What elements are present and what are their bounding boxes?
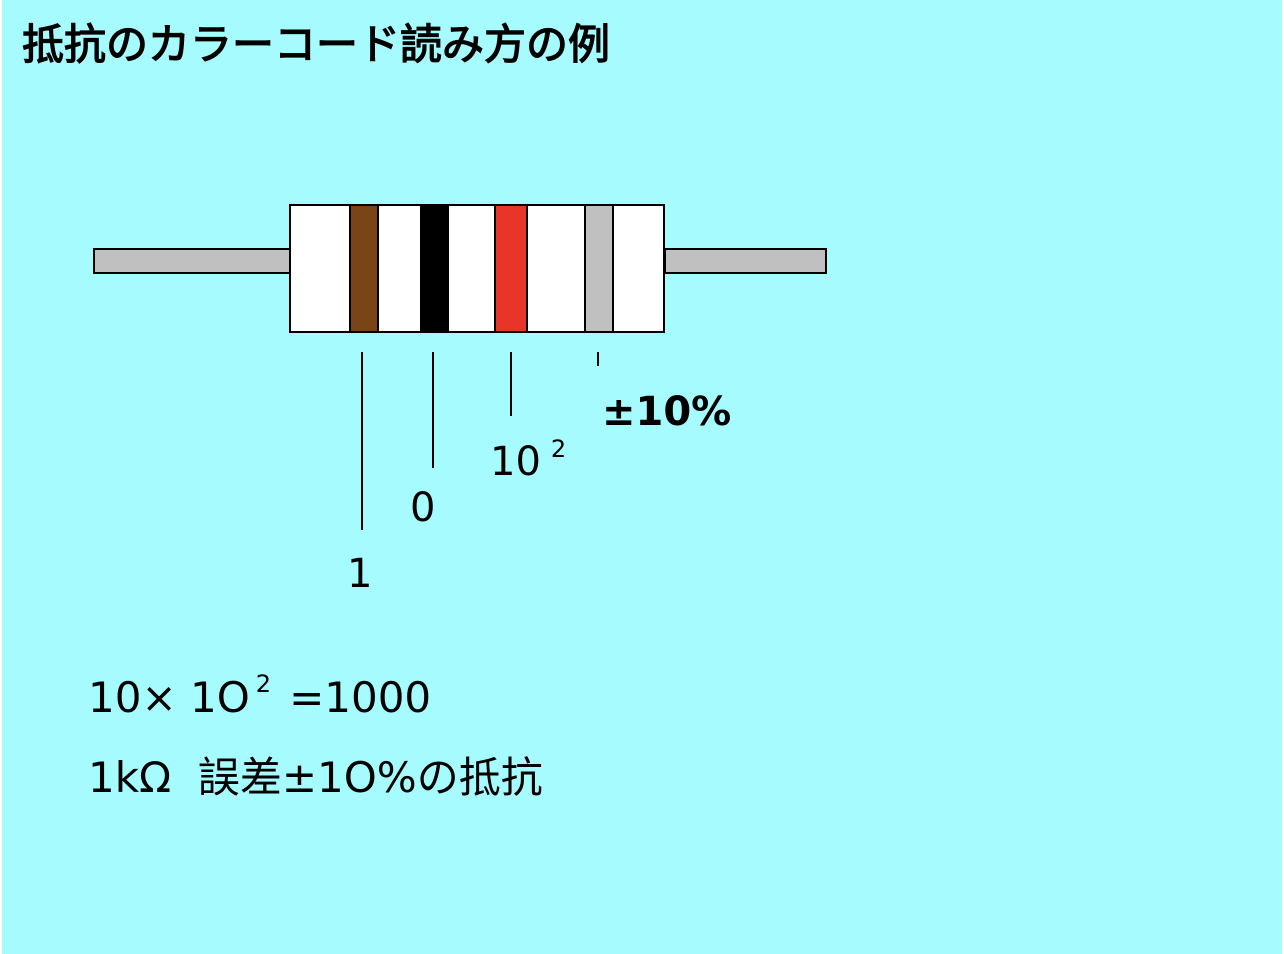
band-red [494,206,528,331]
leader-line-multiplier [510,352,512,416]
label-band1: 1 [347,551,373,597]
resistor-lead-left [93,248,291,274]
formula-rhs: =1000 [289,673,432,722]
formula-lhs: 10× [88,673,177,722]
page-title: 抵抗のカラーコード読み方の例 [22,20,611,69]
label-tolerance: ±10% [602,389,732,435]
resistor-body [289,204,665,333]
band-brown [349,206,379,331]
formula-base: 1O [190,673,250,722]
calculation-formula: 10× 1O 2 =1000 [88,672,431,724]
label-band2: 0 [410,485,436,531]
band-gray [584,206,614,331]
band-black [420,206,449,331]
leader-line-tolerance [597,352,599,366]
label-multiplier: 10 2 [490,435,567,486]
result-text: 1kΩ 誤差±1O%の抵抗 [88,753,543,802]
label-multiplier-base: 10 [490,439,541,485]
formula-exponent: 2 [255,670,272,698]
leader-line-band1 [361,352,363,530]
resistor-lead-right [664,248,827,274]
label-multiplier-exponent: 2 [550,435,567,463]
leader-line-band2 [432,352,434,468]
